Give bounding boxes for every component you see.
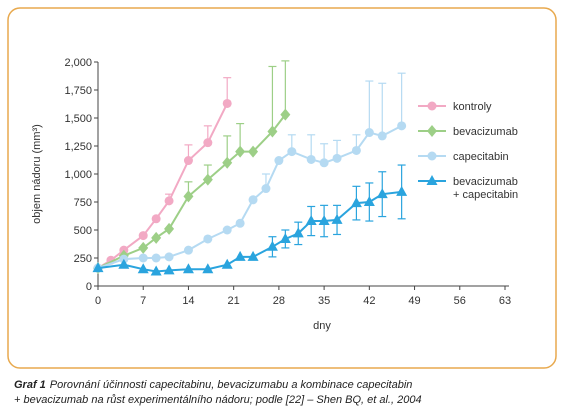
marker: [426, 175, 438, 185]
y-tick-label: 1,750: [64, 85, 92, 97]
marker: [319, 158, 329, 168]
marker: [183, 156, 193, 166]
y-tick-label: 1,000: [64, 169, 92, 181]
marker: [222, 225, 232, 235]
marker: [235, 145, 246, 158]
legend-label: bevacizumab + capecitabin: [453, 176, 518, 201]
caption: Graf 1 Porovnání účinnosti capecitabinu, …: [14, 378, 422, 408]
marker: [92, 262, 104, 273]
marker: [137, 263, 149, 274]
marker: [183, 190, 194, 203]
x-tick-label: 14: [182, 295, 194, 307]
marker: [332, 153, 342, 163]
marker: [287, 147, 297, 157]
marker: [397, 121, 407, 131]
x-tick-label: 21: [228, 295, 240, 307]
marker: [163, 264, 175, 275]
marker: [164, 196, 174, 206]
marker: [151, 214, 161, 224]
y-tick-label: 1,500: [64, 113, 92, 125]
marker: [331, 213, 343, 224]
marker: [261, 184, 271, 194]
y-tick-label: 500: [74, 225, 92, 237]
marker: [151, 253, 161, 263]
marker: [138, 253, 148, 263]
marker: [292, 227, 304, 238]
marker: [376, 188, 388, 199]
x-tick-label: 0: [95, 295, 101, 307]
marker: [202, 263, 214, 274]
caption-line: + bevacizumab na růst experimentálního n…: [14, 394, 422, 406]
x-tick-label: 35: [318, 295, 330, 307]
marker: [248, 145, 259, 158]
chart: dny objem nádoru (mm³) 0 250 500 750 1,000 1,…: [7, 7, 557, 369]
marker: [151, 231, 162, 244]
marker: [363, 196, 375, 206]
marker: [377, 131, 387, 141]
marker: [202, 173, 213, 186]
marker: [150, 265, 162, 276]
legend-label: kontroly: [453, 101, 492, 113]
marker: [350, 197, 362, 208]
marker: [427, 125, 437, 137]
caption-line: Porovnání účinnosti capecitabinu, bevaci…: [49, 379, 413, 391]
x-tick-label: 42: [363, 295, 375, 307]
marker: [138, 241, 149, 254]
y-tick-label: 0: [86, 281, 92, 293]
marker: [280, 108, 291, 121]
marker: [427, 101, 437, 111]
x-tick-label: 28: [273, 295, 285, 307]
marker: [183, 245, 193, 255]
marker: [222, 156, 233, 169]
marker: [274, 156, 284, 166]
legend-label: capecitabin: [453, 151, 509, 163]
marker: [221, 258, 233, 269]
marker: [266, 240, 278, 251]
y-tick-label: 750: [74, 197, 92, 209]
marker: [182, 263, 194, 274]
marker: [235, 218, 245, 228]
marker: [305, 215, 317, 226]
y-tick-label: 1,250: [64, 141, 92, 153]
marker: [427, 151, 437, 161]
marker: [279, 232, 291, 243]
x-tick-label: 49: [408, 295, 420, 307]
y-tick-label: 250: [74, 253, 92, 265]
marker: [267, 125, 278, 138]
marker: [247, 250, 259, 261]
frame: [7, 7, 557, 369]
marker: [164, 222, 175, 235]
marker: [396, 185, 408, 196]
marker: [351, 145, 361, 155]
marker: [164, 252, 174, 262]
marker: [234, 250, 246, 261]
marker: [306, 154, 316, 164]
x-tick-label: 56: [454, 295, 466, 307]
marker: [203, 234, 213, 244]
marker: [118, 258, 130, 269]
caption-label: Graf 1: [14, 379, 46, 391]
marker: [203, 138, 213, 148]
x-tick-label: 7: [140, 295, 146, 307]
legend-label: bevacizumab: [453, 126, 518, 138]
marker: [138, 231, 148, 241]
x-axis-label: dny: [313, 320, 331, 332]
marker: [248, 195, 258, 205]
y-axis-label: objem nádoru (mm³): [31, 124, 43, 224]
marker: [364, 128, 374, 138]
marker: [318, 215, 330, 226]
y-tick-label: 2,000: [64, 57, 92, 69]
marker: [222, 98, 232, 108]
x-tick-label: 63: [499, 295, 511, 307]
